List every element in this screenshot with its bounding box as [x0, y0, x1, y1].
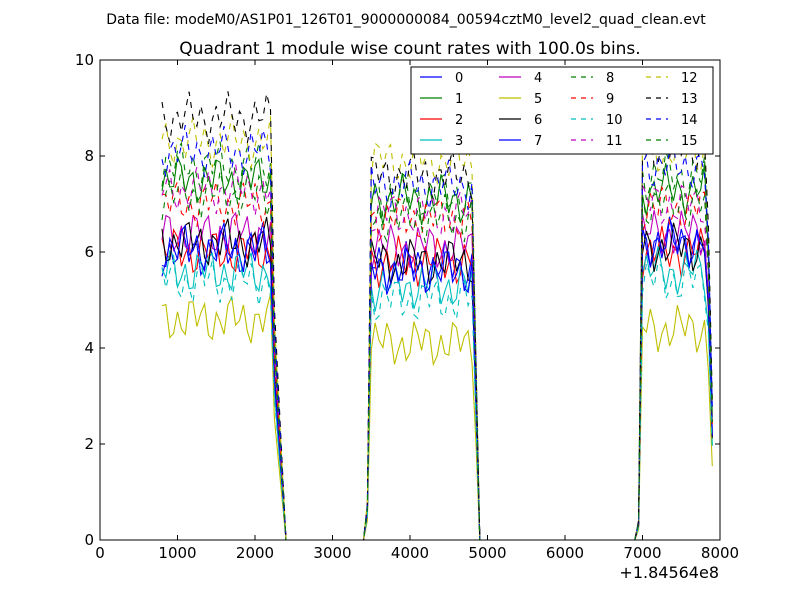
- legend-label-3: 3: [455, 134, 463, 149]
- legend-label-2: 2: [455, 113, 463, 128]
- legend-label-1: 1: [455, 92, 463, 107]
- x-tick-label: 5000: [468, 544, 506, 562]
- series-line-12: [161, 115, 713, 541]
- legend-label-9: 9: [606, 92, 614, 107]
- plot-frame: [99, 59, 721, 541]
- y-tick-label: 10: [75, 51, 94, 69]
- series-line-3: [161, 246, 713, 541]
- legend-label-8: 8: [606, 71, 614, 86]
- series-line-9: [161, 181, 713, 541]
- legend-box: [410, 66, 714, 155]
- series-line-0: [161, 216, 713, 541]
- series-lines: [161, 91, 713, 541]
- y-tick-label: 8: [84, 147, 94, 165]
- x-offset-label: +1.84564e8: [619, 563, 719, 582]
- y-tick-label: 6: [84, 243, 94, 261]
- series-line-1: [161, 156, 713, 541]
- chart-title: Quadrant 1 module wise count rates with …: [179, 39, 640, 59]
- legend-label-0: 0: [455, 71, 463, 86]
- y-tick-label: 4: [84, 339, 94, 357]
- y-tick-label: 2: [84, 435, 94, 453]
- legend-label-11: 11: [606, 134, 623, 149]
- legend-label-10: 10: [606, 113, 623, 128]
- legend-label-15: 15: [681, 134, 698, 149]
- legend-label-7: 7: [534, 134, 542, 149]
- series-line-10: [161, 256, 713, 541]
- legend-label-4: 4: [534, 71, 542, 86]
- series-line-11: [161, 164, 713, 541]
- legend-label-13: 13: [681, 92, 698, 107]
- x-tick-label: 3000: [313, 544, 351, 562]
- series-line-13: [161, 91, 713, 541]
- x-tick-label: 0: [95, 544, 105, 562]
- x-tick-label: 2000: [236, 544, 274, 562]
- x-tick-label: 4000: [391, 544, 429, 562]
- series-line-4: [161, 210, 713, 541]
- series-line-6: [161, 216, 713, 541]
- series-line-7: [161, 217, 713, 541]
- x-tick-label: 8000: [701, 544, 739, 562]
- legend-label-5: 5: [534, 92, 542, 107]
- suptitle: Data file: modeM0/AS1P01_126T01_90000000…: [106, 12, 706, 28]
- series-line-5: [161, 293, 713, 541]
- y-tick-label: 0: [84, 531, 94, 549]
- x-tick-label: 1000: [158, 544, 196, 562]
- legend-label-12: 12: [681, 71, 698, 86]
- x-tick-label: 6000: [546, 544, 584, 562]
- series-line-8: [161, 141, 713, 541]
- legend-label-6: 6: [534, 113, 542, 128]
- x-tick-label: 7000: [623, 544, 661, 562]
- legend-label-14: 14: [681, 113, 698, 128]
- series-line-14: [161, 124, 713, 541]
